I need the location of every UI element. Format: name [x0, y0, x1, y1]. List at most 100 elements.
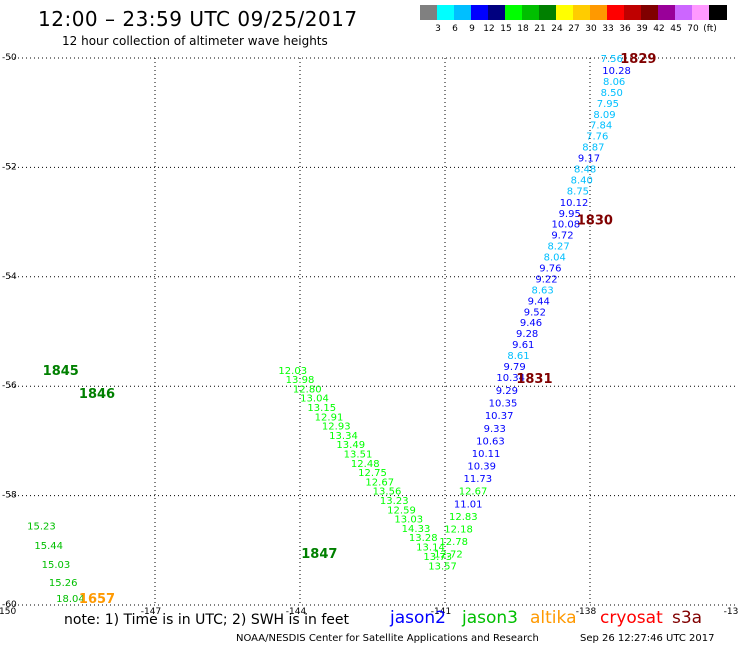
scale-label: 36	[619, 24, 631, 34]
scale-swatch	[522, 5, 540, 20]
scale-swatch	[709, 5, 727, 20]
wave-height-value: 8.48	[574, 164, 596, 175]
pass-time-label: 1831	[516, 372, 552, 387]
wave-height-value: 12.03	[278, 366, 307, 377]
wave-height-value: 12.18	[444, 524, 473, 535]
wave-height-value: 10.12	[560, 198, 589, 209]
wave-height-value: 9.17	[578, 154, 600, 165]
wave-height-value: 15.23	[27, 522, 56, 533]
wave-height-value: 8.04	[544, 253, 566, 264]
scale-swatch	[556, 5, 574, 20]
pass-time-label: 1657	[79, 592, 115, 607]
wave-height-value: 12.78	[439, 537, 468, 548]
wave-height-value: 7.76	[586, 132, 608, 143]
wave-height-value: 8.06	[603, 77, 625, 88]
wave-height-value: 9.61	[512, 340, 534, 351]
satellite-label-jason3: jason3	[462, 608, 518, 628]
footer-note: note: 1) Time is in UTC; 2) SWH is in fe…	[64, 612, 350, 628]
wave-height-value: 18.04	[56, 594, 85, 605]
satellite-label-altika: altika	[530, 608, 577, 628]
wave-height-value: 10.28	[602, 66, 631, 77]
wave-height-value: 13.57	[428, 562, 457, 573]
wave-height-value: 12.91	[315, 412, 344, 423]
wave-height-value: 12.93	[322, 422, 351, 433]
wave-height-value: 12.75	[358, 468, 387, 479]
wave-height-value: 12.67	[459, 487, 488, 498]
x-tick-label: -150	[0, 607, 16, 617]
wave-height-value: 9.79	[503, 362, 525, 373]
wave-height-value: 13.15	[307, 403, 336, 414]
wave-height-value: 9.29	[496, 386, 518, 397]
scale-label: 3	[435, 24, 441, 34]
scale-swatch	[437, 5, 455, 20]
wave-height-value: 12.80	[293, 384, 322, 395]
scale-label: 30	[585, 24, 597, 34]
y-tick-label: -54	[2, 272, 17, 282]
x-tick-label: -138	[576, 607, 597, 617]
wave-height-value: 13.51	[344, 449, 373, 460]
wave-height-value: 12.48	[351, 459, 380, 470]
wave-height-value: 9.52	[524, 307, 546, 318]
wave-height-value: 10.35	[489, 399, 518, 410]
satellite-label-s3a: s3a	[672, 608, 703, 628]
pass-time-label: 1830	[577, 213, 613, 228]
scale-label: 18	[517, 24, 529, 34]
wave-height-value: 13.14	[416, 542, 445, 553]
scale-label: 45	[670, 24, 682, 34]
map-grid	[10, 57, 735, 606]
scale-label: 27	[568, 24, 580, 34]
wave-height-value: 13.49	[336, 440, 365, 451]
page-subtitle: 12 hour collection of altimeter wave hei…	[62, 34, 328, 48]
y-tick-label: -56	[2, 381, 17, 391]
wave-height-value: 10.37	[485, 411, 514, 422]
wave-height-labels: 7.5610.288.068.507.958.097.847.768.879.1…	[27, 54, 631, 605]
wave-height-value: 12.67	[365, 477, 394, 488]
wave-height-value: 9.72	[551, 231, 573, 242]
scale-swatch	[488, 5, 506, 20]
y-tick-label: -60	[2, 600, 17, 610]
wave-height-value: 11.73	[464, 474, 493, 485]
wave-height-value: 10.34	[496, 373, 525, 384]
wave-height-value: 8.61	[507, 351, 529, 362]
wave-height-value: 11.01	[454, 499, 483, 510]
scale-swatch	[624, 5, 642, 20]
scale-swatch	[573, 5, 591, 20]
wave-height-value: 8.40	[571, 175, 593, 186]
wave-height-value: 8.87	[582, 143, 604, 154]
scale-label: 24	[551, 24, 563, 34]
y-tick-label: -52	[2, 162, 17, 172]
wave-height-value: 9.33	[484, 424, 506, 435]
map-axes: -150 -147 -144 -141 -138 -13 -50 -52 -54 -56 -58 -6…	[0, 53, 738, 617]
footer-credit: NOAA/NESDIS Center for Satellite Applica…	[236, 633, 539, 644]
pass-time-label: 1845	[43, 364, 79, 379]
pass-time-label: 1847	[301, 547, 337, 562]
wave-height-value: 13.98	[286, 375, 315, 386]
wave-height-value: 15.03	[42, 560, 71, 571]
footer-timestamp: Sep 26 12:27:46 UTC 2017	[580, 633, 715, 644]
y-tick-label: -58	[2, 491, 17, 501]
pass-time-label: 1829	[620, 52, 656, 67]
x-tick-label: -144	[286, 607, 307, 617]
wave-height-value: 12.83	[449, 512, 478, 523]
scale-label: 21	[534, 24, 546, 34]
wave-height-value: 10.11	[472, 449, 501, 460]
scale-label: 42	[653, 24, 665, 34]
scale-swatch	[454, 5, 472, 20]
wave-height-value: 8.63	[532, 285, 554, 296]
wave-height-value: 9.44	[528, 296, 550, 307]
wave-height-value: 9.95	[559, 209, 581, 220]
scale-swatch	[471, 5, 489, 20]
wave-height-value: 13.03	[394, 515, 423, 526]
scale-label: 70	[687, 24, 699, 34]
wave-height-value: 12.72	[434, 550, 463, 561]
wave-height-value: 15.44	[34, 541, 63, 552]
wave-height-value: 13.34	[329, 431, 358, 442]
wave-height-value: 8.75	[567, 186, 589, 197]
wave-height-value: 10.08	[552, 220, 581, 231]
scale-swatch	[658, 5, 676, 20]
wave-height-value: 13.04	[300, 394, 329, 405]
wave-height-value: 8.27	[547, 242, 569, 253]
satellite-label-cryosat: cryosat	[600, 608, 663, 628]
